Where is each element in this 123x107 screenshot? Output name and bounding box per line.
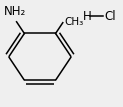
Text: Cl: Cl (105, 10, 116, 23)
Text: CH₃: CH₃ (64, 17, 83, 27)
Text: NH₂: NH₂ (4, 5, 26, 18)
Text: H: H (83, 10, 92, 23)
